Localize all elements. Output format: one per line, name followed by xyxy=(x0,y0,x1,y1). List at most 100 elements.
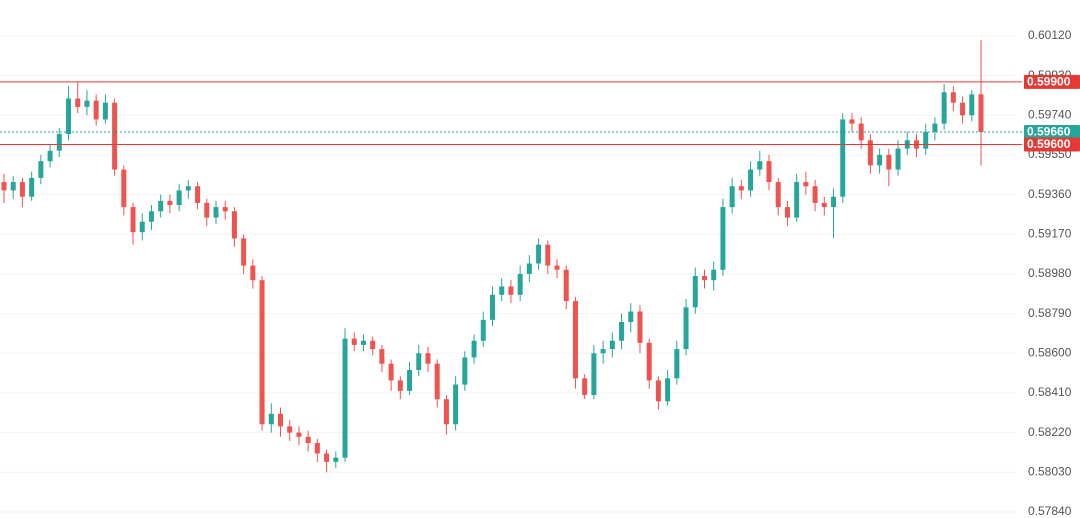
candle-body xyxy=(314,443,320,454)
candle-body xyxy=(886,154,892,170)
candle-body xyxy=(10,182,16,191)
y-tick-label: 0.57840 xyxy=(1028,504,1072,518)
y-tick-label: 0.59360 xyxy=(1028,187,1072,201)
candle-body xyxy=(148,211,154,222)
candle-body xyxy=(47,150,53,162)
candle-body xyxy=(923,131,929,149)
candle-body xyxy=(1,182,7,191)
candle-body xyxy=(508,286,514,295)
candle-body xyxy=(121,169,127,208)
candle-body xyxy=(978,94,984,132)
candle-body xyxy=(425,353,431,364)
candle-body xyxy=(932,123,938,132)
candle-body xyxy=(370,340,376,350)
candle-body xyxy=(342,338,348,458)
candle-body xyxy=(407,369,413,391)
candle-body xyxy=(738,186,744,191)
candle-body xyxy=(333,457,339,462)
candle-body xyxy=(849,119,855,124)
y-tick-label: 0.58790 xyxy=(1028,306,1072,320)
candle-body xyxy=(554,265,560,270)
candle-body xyxy=(158,200,164,212)
y-tick-label: 0.58600 xyxy=(1028,345,1072,359)
y-tick-label: 0.58980 xyxy=(1028,266,1072,280)
candle-body xyxy=(720,207,726,270)
candle-body xyxy=(563,269,569,302)
candle-body xyxy=(453,384,459,425)
candle-body xyxy=(112,102,118,170)
candle-body xyxy=(517,273,523,295)
candle-body xyxy=(241,238,247,266)
y-tick-label: 0.58030 xyxy=(1028,464,1072,478)
candle-body xyxy=(102,102,108,120)
candle-body xyxy=(591,353,597,396)
candle-body xyxy=(130,207,136,233)
candle-body xyxy=(646,342,652,381)
candle-body xyxy=(941,92,947,124)
candle-body xyxy=(278,413,284,427)
candle-body xyxy=(443,399,449,425)
candle-body xyxy=(969,94,975,116)
candle-body xyxy=(84,100,90,107)
candle-body xyxy=(490,294,495,320)
candle-body xyxy=(729,186,735,208)
candle-body xyxy=(204,202,210,218)
candle-body xyxy=(222,207,228,212)
price-label-box xyxy=(1024,124,1080,139)
candle-body xyxy=(259,280,265,425)
candle-body xyxy=(655,380,661,402)
candle-body xyxy=(66,98,72,135)
y-tick-label: 0.58410 xyxy=(1028,385,1072,399)
candle-body xyxy=(748,169,754,191)
candle-body xyxy=(582,378,588,396)
candle-body xyxy=(674,349,680,379)
candle-body xyxy=(757,161,763,170)
candle-body xyxy=(775,182,781,208)
candle-body xyxy=(56,134,62,151)
candle-body xyxy=(397,380,403,391)
candle-body xyxy=(840,119,846,197)
candle-body xyxy=(526,263,532,274)
candle-body xyxy=(434,363,440,400)
candle-body xyxy=(867,140,873,166)
candle-body xyxy=(139,221,145,233)
candle-body xyxy=(536,244,542,264)
candle-body xyxy=(499,286,505,295)
candle-body xyxy=(462,357,468,385)
candle-body xyxy=(480,319,486,341)
price-label: 0.59900 xyxy=(1027,75,1071,89)
candle-body xyxy=(766,161,772,183)
y-tick-label: 0.58220 xyxy=(1028,425,1072,439)
candle-body xyxy=(600,349,606,354)
price-label: 0.59600 xyxy=(1027,137,1071,151)
candle-body xyxy=(637,311,643,343)
candle-body xyxy=(287,426,293,433)
candle-body xyxy=(711,269,717,281)
candle-body xyxy=(895,148,901,170)
candle-body xyxy=(231,211,237,239)
candle-body xyxy=(324,453,330,462)
candle-body xyxy=(268,413,274,425)
candle-body xyxy=(831,196,837,208)
candle-body xyxy=(683,307,689,350)
candle-body xyxy=(75,98,81,107)
candle-body xyxy=(167,200,173,206)
candle-body xyxy=(950,92,956,103)
candle-body xyxy=(628,311,634,322)
price-label-box xyxy=(1024,74,1080,89)
y-tick-label: 0.59170 xyxy=(1028,226,1072,240)
candle-body xyxy=(388,363,394,381)
candle-body xyxy=(416,353,422,370)
candle-body xyxy=(609,340,615,350)
price-label: 0.59660 xyxy=(1027,125,1071,139)
candle-body xyxy=(250,265,256,281)
candle-body xyxy=(572,301,578,379)
candle-body xyxy=(784,207,790,218)
candle-body xyxy=(545,244,551,266)
candle-body xyxy=(185,186,191,191)
candle-body xyxy=(794,182,800,218)
candle-body xyxy=(296,432,302,437)
candle-body xyxy=(379,349,385,364)
